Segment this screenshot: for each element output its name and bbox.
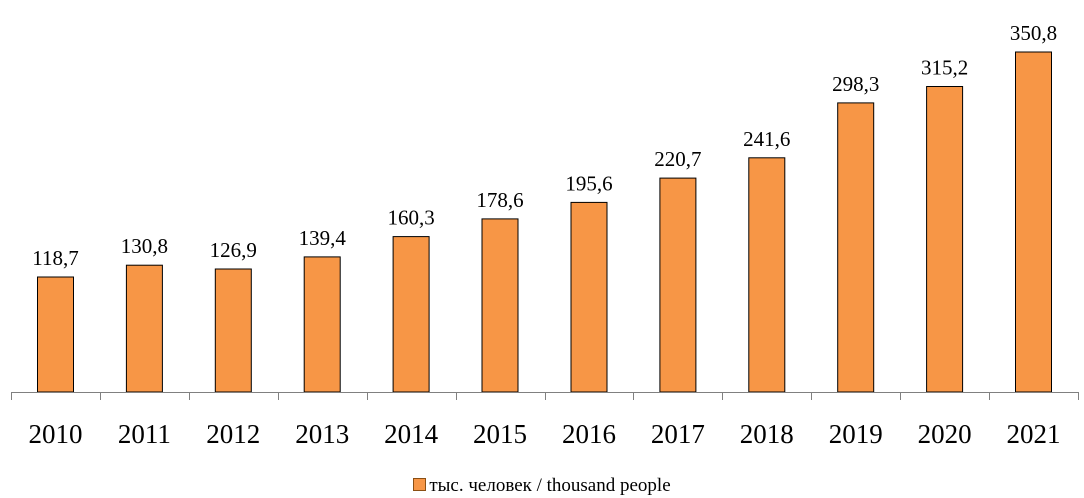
x-tick-label-2020: 2020 [918, 419, 972, 449]
x-tick-label-2011: 2011 [118, 419, 171, 449]
bar-2014 [392, 236, 430, 393]
bar-2018 [748, 157, 786, 393]
x-tick-label-2012: 2012 [206, 419, 260, 449]
data-label-2014: 160,3 [387, 206, 434, 230]
bar-2021 [1015, 51, 1052, 393]
bars-layer [37, 51, 1052, 393]
bar-2017 [659, 177, 697, 393]
x-tick-label-2017: 2017 [651, 419, 705, 449]
x-tick-label-2018: 2018 [740, 419, 794, 449]
data-label-2015: 178,6 [476, 188, 523, 212]
bar-2012 [214, 268, 252, 393]
data-label-2018: 241,6 [743, 127, 790, 151]
data-label-2021: 350,8 [1010, 21, 1057, 45]
legend-label: тыс. человек / thousand people [429, 475, 671, 496]
legend-swatch [413, 478, 427, 491]
bar-2013 [303, 256, 341, 393]
data-label-2017: 220,7 [654, 147, 701, 171]
data-label-2016: 195,6 [565, 171, 612, 195]
x-tick-label-2014: 2014 [384, 419, 439, 449]
x-tick-label-2013: 2013 [295, 419, 349, 449]
data-label-2013: 139,4 [299, 226, 347, 250]
x-tick-labels-layer: 2010 2011 2012 2013 2014 2015 2016 2017 2018 2019… [29, 419, 1061, 449]
data-label-2010: 118,7 [32, 246, 78, 270]
data-label-2011: 130,8 [121, 234, 168, 258]
data-label-2012: 126,9 [210, 238, 257, 262]
x-tick-label-2010: 2010 [29, 419, 83, 449]
x-tick-label-2016: 2016 [562, 419, 616, 449]
legend: тыс. человек / thousand people [0, 475, 1084, 497]
bar-2020 [926, 86, 964, 393]
data-labels-layer: 118,7 130,8 126,9 139,4 160,3 178,6 195,6 220,7… [32, 21, 1057, 270]
x-axis [11, 392, 1079, 400]
bar-2011 [125, 264, 163, 393]
bar-2016 [570, 201, 608, 393]
x-tick-label-2019: 2019 [829, 419, 883, 449]
bar-2015 [481, 218, 519, 393]
bar-2010 [37, 276, 74, 393]
data-label-2019: 298,3 [832, 72, 879, 96]
x-tick-label-2021: 2021 [1007, 419, 1061, 449]
data-label-2020: 315,2 [921, 56, 968, 80]
x-tick-label-2015: 2015 [473, 419, 527, 449]
bar-2019 [837, 102, 875, 393]
